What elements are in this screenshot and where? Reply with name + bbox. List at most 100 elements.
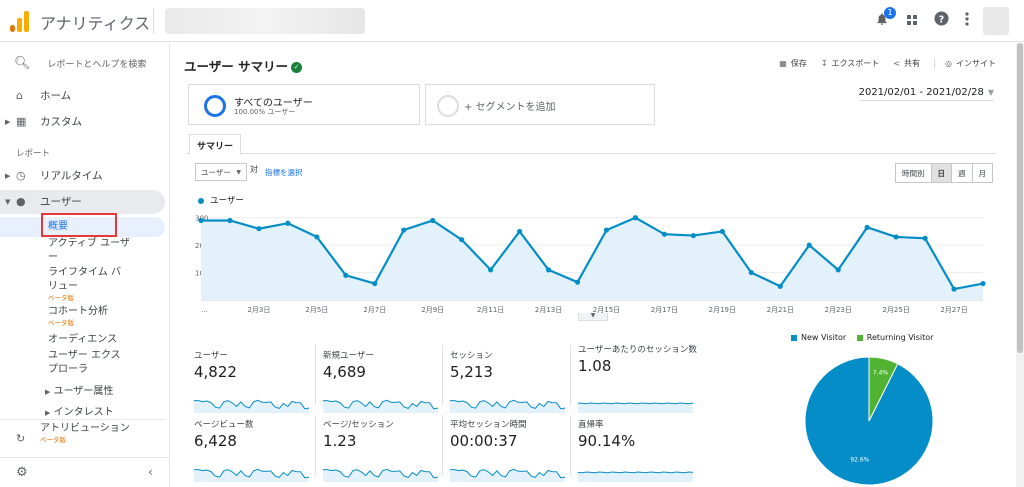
data-point[interactable] [806,242,812,248]
share-icon: < [893,59,901,68]
gear-icon[interactable]: ⚙ [16,465,28,480]
data-point[interactable] [893,234,899,240]
data-point[interactable] [719,228,725,235]
sidebar-subitem-interests[interactable]: ▶ インタレスト [45,403,114,418]
save-button[interactable]: ▦ 保存 [779,58,807,69]
sidebar-item-attribution[interactable]: ↻ アトリビューション ベータ版 [0,419,165,457]
data-point[interactable] [864,224,870,230]
data-point[interactable] [285,220,291,226]
x-tick-label: 2月11日 [477,306,504,314]
x-tick-label: 2月15日 [593,306,620,314]
data-point[interactable] [488,267,494,273]
sidebar-subitem-lifetime-value[interactable]: ライフタイム バリュー ベータ版 [48,266,130,302]
sidebar-subitem-overview[interactable]: 概要 [48,221,68,232]
sparkline-line [323,399,438,410]
divider [570,345,571,405]
empty-segment-circle-icon [437,95,459,117]
help-icon[interactable]: ? [931,11,951,31]
chart-collapse-handle[interactable]: ▼ [578,313,608,321]
stat-sparkline [194,468,309,482]
sidebar-subitem-audience[interactable]: オーディエンス [48,334,118,345]
data-point[interactable] [545,267,552,273]
export-button[interactable]: ↧ エクスポート [821,58,879,69]
scrollbar-thumb[interactable] [1017,43,1023,353]
chevron-down-icon: ▼ [987,88,994,97]
period-week-button[interactable]: 週 [951,163,973,183]
account-selector[interactable] [165,8,365,34]
data-point[interactable] [632,215,639,221]
data-point[interactable] [980,280,986,287]
visitor-type-pie-chart[interactable]: 92.6% 7.4% [803,353,943,487]
stat-bounce-rate[interactable]: 直帰率 90.14% [578,420,700,482]
insights-button[interactable]: ◎ インサイト [934,58,996,69]
data-point[interactable] [227,217,233,224]
stat-new-users[interactable]: 新規ユーザー 4,689 [323,351,445,413]
data-point[interactable] [256,226,262,232]
data-point[interactable] [401,227,407,233]
add-segment-button[interactable]: + セグメントを追加 [425,84,655,125]
data-point[interactable] [835,267,841,273]
share-button[interactable]: < 共有 [893,58,920,69]
data-point[interactable] [603,227,610,233]
apps-grid-icon[interactable] [902,11,922,31]
stat-value: 4,822 [194,363,237,381]
data-point[interactable] [922,235,928,241]
data-point[interactable] [343,272,349,278]
period-month-button[interactable]: 月 [971,163,993,183]
data-point[interactable] [372,280,378,287]
choose-metric-link[interactable]: 指標を選択 [265,168,303,177]
metric-dropdown[interactable]: ユーザー ▼ [195,163,247,181]
data-point[interactable] [748,269,754,276]
legend-new-visitor[interactable]: New Visitor [791,333,846,342]
notification-badge: 1 [884,7,896,19]
stat-users[interactable]: ユーザー 4,822 [194,351,316,413]
sidebar-item-users[interactable]: ▼ ● ユーザー [0,190,165,214]
stat-pages-per-session[interactable]: ページ/セッション 1.23 [323,420,445,482]
data-point[interactable] [951,286,957,292]
segment-all-users[interactable]: すべてのユーザー 100.00% ユーザー [188,84,420,125]
scrollbar[interactable] [1016,43,1024,487]
highlight-annotation-box [41,213,117,237]
users-line-chart[interactable]: 300200100...2月3日2月5日2月7日2月9日2月11日2月13日2月… [193,205,993,315]
analytics-logo-icon[interactable] [10,10,32,32]
collapse-sidebar-chevron-icon[interactable]: ‹ [148,465,153,479]
sidebar-search[interactable]: 🔍︎ レポートとヘルプを検索 [14,56,146,71]
data-point[interactable] [661,231,668,237]
avatar[interactable] [983,7,1009,35]
sidebar-item-home[interactable]: ⌂ ホーム [0,84,165,108]
sidebar-item-custom[interactable]: ▶ ▦ カスタム [0,110,165,134]
x-tick-label: 2月27日 [940,306,967,314]
expand-arrow-icon: ▶ [5,172,11,180]
period-hourly-button[interactable]: 時間別 [895,163,932,183]
sidebar-subitem-active-users[interactable]: アクティブ ユーザー [48,238,130,263]
pie-slice-returning-visitor[interactable] [868,356,899,422]
sidebar-item-realtime[interactable]: ▶ ◷ リアルタイム [0,164,165,188]
sidebar-subitem-demographics[interactable]: ▶ ユーザー属性 [45,382,113,397]
sidebar-subitem-cohort[interactable]: コホート分析 ベータ版 [48,305,130,327]
search-icon: 🔍︎ [14,56,31,71]
period-day-button[interactable]: 日 [930,163,952,183]
data-point[interactable] [574,279,581,285]
more-vert-icon[interactable] [957,11,977,31]
stat-sessions[interactable]: セッション 5,213 [450,351,572,413]
divider [442,345,443,405]
data-point[interactable] [198,217,204,224]
sidebar-subitem-user-explorer[interactable]: ユーザー エクスプローラ [48,350,121,375]
stat-label: ページ/セッション [323,420,394,430]
clock-icon: ◷ [16,169,26,182]
x-tick-label: 2月7日 [363,306,386,314]
data-point[interactable] [459,237,465,243]
data-point[interactable] [777,283,783,289]
date-range-picker[interactable]: 2021/02/01 - 2021/02/28 ▼ [858,87,994,101]
stat-pageviews[interactable]: ページビュー数 6,428 [194,420,316,482]
legend-returning-visitor[interactable]: Returning Visitor [856,333,933,342]
data-point[interactable] [690,232,696,239]
stat-avg-session-duration[interactable]: 平均セッション時間 00:00:37 [450,420,572,482]
period-toggle: 時間別 日 週 月 [895,163,993,183]
data-point[interactable] [516,228,523,235]
data-point[interactable] [430,217,436,224]
stat-sessions-per-user[interactable]: ユーザーあたりのセッション数 1.08 [578,345,700,413]
notifications-bell-icon[interactable]: 1 [872,7,896,31]
tab-summary[interactable]: サマリー [189,134,242,155]
data-point[interactable] [314,234,320,240]
